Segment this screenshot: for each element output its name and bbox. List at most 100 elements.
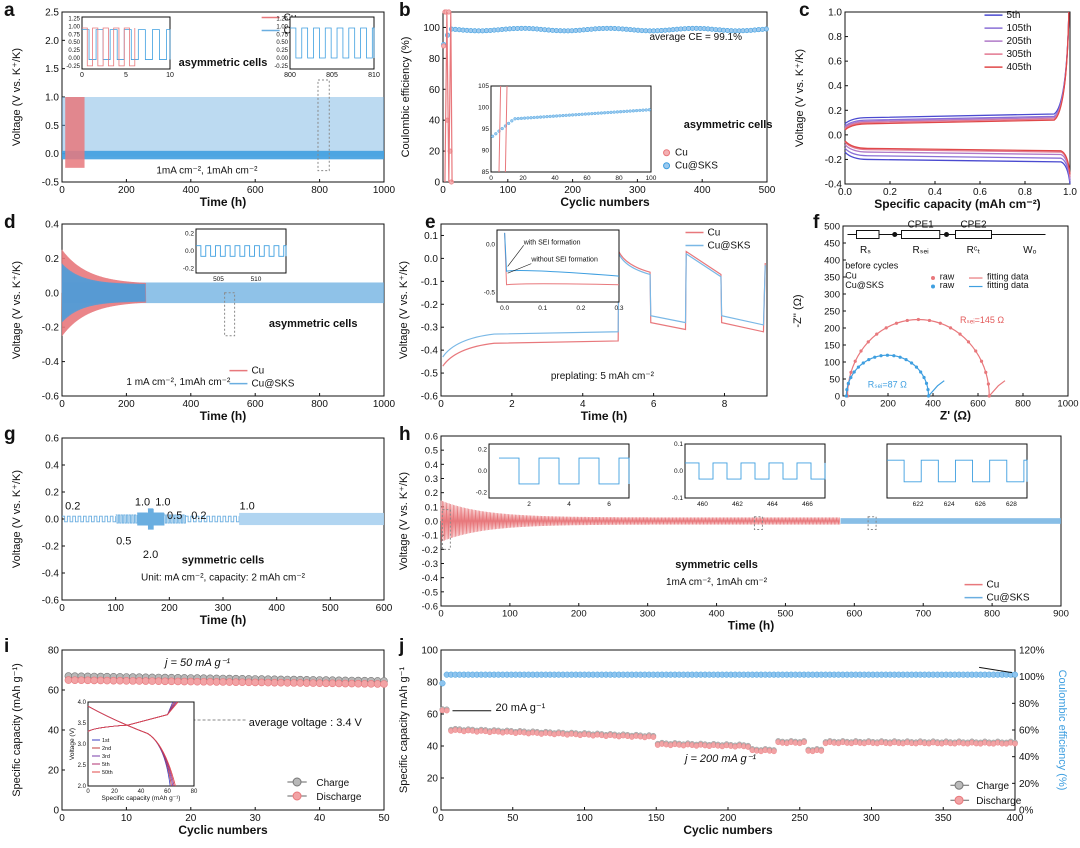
discharge-point	[212, 678, 221, 686]
series-Cu@SKS-point	[885, 353, 890, 357]
x-tick-label: 200	[564, 185, 581, 196]
discharge-point	[64, 676, 73, 684]
inset-cusks-point	[494, 132, 498, 136]
ce-point	[439, 680, 446, 687]
legend-marker	[954, 780, 964, 790]
inset-y-tick: 0.0	[185, 248, 194, 255]
panel-label: a	[4, 0, 15, 21]
series-Cu@SKS-point	[867, 358, 871, 362]
inset-y-tick: 2.0	[78, 784, 87, 790]
y-tick-label: 40	[427, 742, 439, 753]
x-tick-label: 4	[580, 399, 586, 410]
y-tick-label: 0	[434, 178, 440, 189]
x-tick-label: 0	[440, 185, 446, 196]
y-tick-label: 0.0	[424, 254, 438, 265]
inset-cusks-point	[545, 115, 549, 119]
legend-raw: raw	[940, 280, 955, 290]
x-axis-label: Time (h)	[581, 409, 627, 423]
inset-2-y-tick: 1.00	[276, 24, 288, 30]
inset-cusks-point	[529, 116, 533, 120]
inset-x-tick: 0	[489, 175, 493, 182]
panel-c: c 0.0 0.2 0.4 0.6 0.8 1.0 -0.4 -0.2 0.0 0.2 0.4 0.6…	[775, 0, 1080, 212]
inset-1-x-tick: 4	[567, 501, 571, 508]
inset-3-x-tick: 626	[975, 501, 986, 508]
inset-1-frame	[81, 16, 171, 70]
y-tick-label: 2.0	[45, 36, 59, 47]
inset-legend-label: 50th	[102, 770, 113, 776]
inset-cusks-point	[644, 108, 648, 112]
inset-cusks-point	[551, 114, 555, 118]
inset-2-y-tick: 0.0	[674, 468, 683, 475]
y-tick-label: 0.3	[425, 474, 438, 485]
legend-marker	[663, 149, 671, 157]
series-Cu@SKS-point	[926, 388, 930, 392]
y-tick-label: 100	[824, 358, 840, 369]
series-Cu-point	[894, 321, 899, 325]
y-tick-label: 0.1	[424, 231, 438, 242]
inset-y-tick: 105	[478, 83, 489, 90]
y-tick-label: -0.6	[421, 392, 439, 403]
series-Cu-point	[853, 359, 857, 363]
y-tick-label: 1.0	[45, 93, 59, 104]
panel-label: b	[399, 0, 411, 21]
y-tick-label: 300	[824, 290, 840, 301]
inset-cusks-point	[490, 134, 495, 138]
x-tick-label: 400	[694, 185, 711, 196]
x-tick-label: 200	[118, 185, 135, 196]
series-5th-discharge	[844, 151, 1071, 185]
inset-y-tick: -0.2	[183, 266, 195, 273]
note-main: asymmetric cells	[179, 57, 268, 69]
inset-cusks-point	[577, 112, 581, 117]
note-20: 20 mA g⁻¹	[496, 702, 546, 714]
inset-cusks-point	[558, 114, 562, 118]
discharge-point	[309, 679, 317, 687]
y-tick-label: 0.1	[425, 502, 438, 513]
x-tick-label: 30	[250, 813, 262, 824]
x-tick-label: 1000	[373, 399, 395, 410]
series-5th-charge	[844, 11, 1070, 125]
inset-1-y-tick: 0.0	[478, 468, 487, 475]
panel-label: d	[4, 212, 16, 233]
rate-step-line	[163, 514, 186, 524]
y-tick-label: 0.0	[425, 517, 438, 528]
circuit-node	[944, 232, 949, 237]
x-tick-label: 100	[502, 609, 518, 620]
series-Cu@SKS-point	[924, 381, 929, 385]
panel-e: e 0 2 4 6 8 -0.6 -0.5 -0.4 -0.3 -0.2 -0.1 0.0 0.1 Tim…	[395, 212, 775, 424]
y-tick-label: -0.4	[42, 569, 60, 580]
inset-1-cusks	[82, 29, 171, 60]
x-axis-label: Time (h)	[200, 613, 246, 627]
y-tick-label: -0.2	[422, 545, 438, 556]
panel-label: h	[399, 424, 411, 445]
inset-3-x-tick: 628	[1006, 501, 1017, 508]
y-tick-label: 40	[429, 116, 441, 127]
chart-i: 0 10 20 30 40 50 0 20 40 60 80 Cyclic numbers Specif…	[11, 646, 390, 838]
discharge-point	[367, 680, 375, 688]
rate-step-line	[115, 514, 138, 524]
y-tick-label: -0.1	[422, 531, 438, 542]
inset-cusks-point	[603, 111, 607, 115]
chart-e: 0 2 4 6 8 -0.6 -0.5 -0.4 -0.3 -0.2 -0.1 0.0 0.1 Time …	[398, 223, 768, 423]
panel-f: f 0 200 400 600 800 1000 0 50 100 150 200 250 300 350…	[775, 212, 1080, 424]
discharge-point	[154, 677, 163, 686]
inset-x-tick: 0	[86, 789, 90, 795]
inset-2-y-tick: 0.50	[276, 40, 288, 46]
inset-cusks-point	[647, 108, 651, 112]
chart-d: 0 200 400 600 800 1000 -0.6 -0.4 -0.2 0.0 0.2 0.4 Ti…	[11, 220, 395, 424]
y-tick-label: 0	[835, 392, 840, 403]
series-Cu-point	[979, 359, 984, 363]
inset-3-frame	[886, 443, 1028, 499]
y-axis-label: -Z'' (Ω)	[792, 294, 804, 327]
x-tick-label: 800	[311, 185, 328, 196]
inset-cusks-point	[574, 113, 578, 117]
legend-raw-cu-marker	[931, 276, 935, 281]
series-Cu-point	[987, 394, 991, 398]
note-main: symmetric cells	[182, 555, 265, 567]
inset-x-tick: 505	[213, 276, 224, 283]
circuit-label-rct: Rᶜₜ	[967, 245, 981, 256]
y-tick-label: 0.5	[45, 121, 59, 132]
note-before: before cycles	[845, 261, 899, 271]
circuit-label-cpe2: CPE2	[960, 220, 987, 231]
series-Cu@SKS-point	[892, 354, 896, 358]
axes: 0 200 400 600 800 1000 0 50 100 150 200 250 300 350 40…	[792, 222, 1079, 423]
